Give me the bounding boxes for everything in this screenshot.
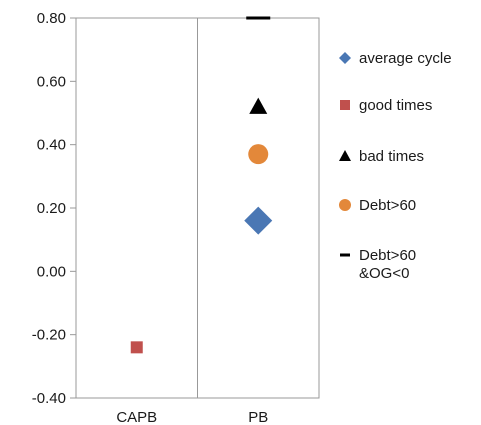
legend-marker-triangle xyxy=(339,150,351,161)
legend-label-debt-60-og-line2: &OG<0 xyxy=(359,265,409,282)
x-axis: CAPB PB xyxy=(116,409,268,425)
data-point-circle xyxy=(248,144,269,165)
data-point-triangle xyxy=(249,97,268,114)
y-tick-label: 0.60 xyxy=(37,73,66,90)
y-axis: 0.80 0.60 0.40 0.20 0.00 -0.20 -0.40 xyxy=(32,10,76,407)
plot-area xyxy=(75,17,320,399)
legend-item-debt-60: Debt>60 xyxy=(339,197,416,214)
legend-label-debt-60-og-line1: Debt>60 xyxy=(359,247,416,264)
data-point-diamond xyxy=(244,206,273,235)
legend-item-average-cycle: average cycle xyxy=(339,50,452,67)
y-tick-label: 0.20 xyxy=(37,200,66,217)
legend-item-bad-times: bad times xyxy=(339,148,424,165)
legend-label-good-times: good times xyxy=(359,97,432,114)
y-tick-label: 0.00 xyxy=(37,263,66,280)
y-tick-label: -0.40 xyxy=(32,390,66,407)
legend-marker-square xyxy=(340,100,350,110)
data-point-dash xyxy=(246,16,271,20)
legend-marker-diamond xyxy=(339,52,351,64)
legend-label-bad-times: bad times xyxy=(359,148,424,165)
y-tick-label: 0.40 xyxy=(37,137,66,154)
data-point-square xyxy=(130,341,143,354)
y-tick-label: 0.80 xyxy=(37,10,66,27)
x-tick-label-capb: CAPB xyxy=(116,409,157,425)
y-tick-label: -0.20 xyxy=(32,327,66,344)
data-points xyxy=(130,16,273,354)
legend-item-debt-60-og: Debt>60 &OG<0 xyxy=(340,247,416,282)
legend-marker-dash xyxy=(340,253,350,257)
legend: average cycle good times bad times Debt>… xyxy=(339,50,452,282)
x-tick-label-pb: PB xyxy=(248,409,268,425)
legend-marker-circle xyxy=(339,199,351,211)
legend-item-good-times: good times xyxy=(340,97,432,114)
legend-label-debt-60: Debt>60 xyxy=(359,197,416,214)
legend-label-average-cycle: average cycle xyxy=(359,50,452,67)
